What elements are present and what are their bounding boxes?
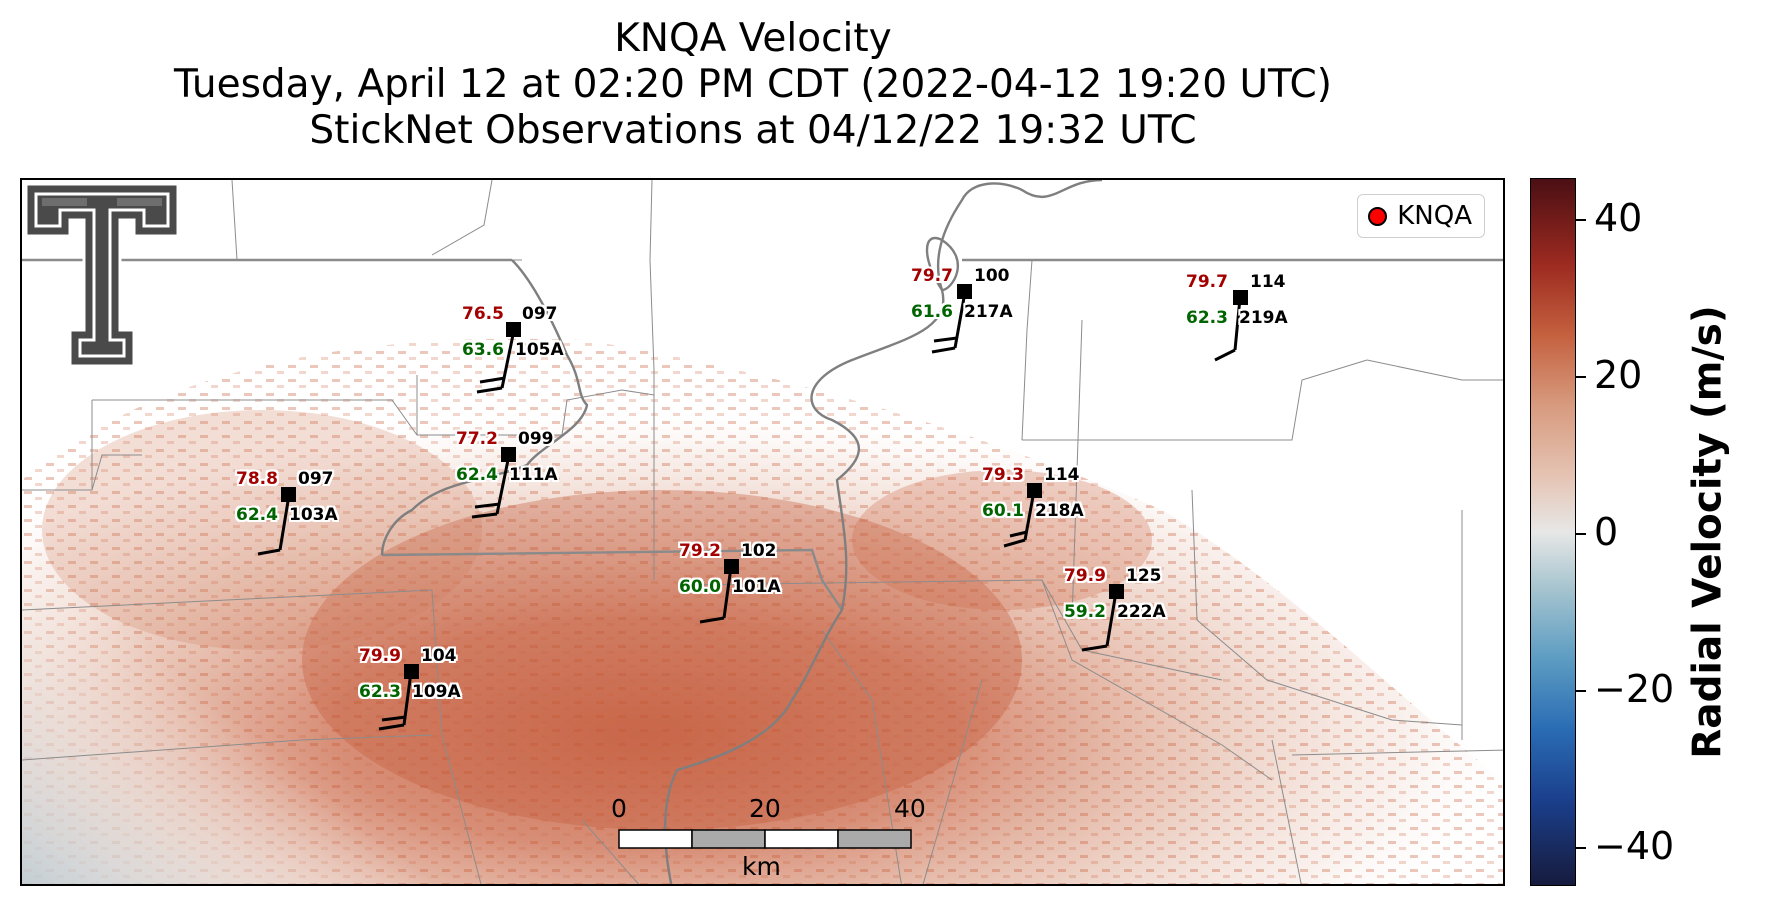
station-109A-barb	[378, 671, 413, 731]
station-217A-dew: 61.6	[911, 302, 953, 322]
station-219A-barb	[1214, 297, 1242, 362]
station-219A-temp: 79.7	[1186, 272, 1228, 292]
station-markers	[281, 284, 1248, 679]
station-105A-temp: 76.5	[462, 304, 504, 324]
station-222A-dew: 59.2	[1064, 602, 1106, 622]
station-105A-dew: 63.6	[462, 340, 504, 360]
river	[380, 180, 1103, 884]
colorbar-tick-40	[1576, 219, 1586, 221]
station-218A-barb	[1003, 490, 1036, 548]
radar-map-svg	[22, 180, 1503, 884]
station-222A-wind-dir: 125	[1126, 566, 1162, 586]
station-219A-dew: 62.3	[1186, 308, 1228, 328]
station-217A-wind-dir: 100	[974, 266, 1010, 286]
station-103A-wind-dir: 097	[298, 469, 334, 489]
velocity-echoes	[22, 338, 1503, 884]
scale-tick-40: 40	[894, 794, 926, 823]
radar-map[interactable]: KNQA 76.5 097 63.6 105A 79.7 100 61.6 21…	[20, 178, 1505, 886]
colorbar-label-40: 40	[1594, 196, 1643, 240]
station-222A-id: 222A	[1117, 602, 1166, 622]
colorbar-tick-neg20	[1576, 690, 1586, 692]
station-105A-id: 105A	[515, 340, 564, 360]
scale-tick-0: 0	[611, 794, 627, 823]
title-line-2: Tuesday, April 12 at 02:20 PM CDT (2022-…	[173, 62, 1333, 107]
station-111A-id: 111A	[509, 465, 558, 485]
station-105A-barb	[476, 329, 516, 394]
map-title: KNQA Velocity Tuesday, April 12 at 02:20…	[0, 16, 1506, 154]
station-105A-wind-dir: 097	[522, 304, 558, 324]
colorbar-label-20: 20	[1594, 353, 1643, 397]
station-101A-dew: 60.0	[679, 577, 721, 597]
station-103A-dew: 62.4	[236, 505, 278, 525]
wind-barbs	[257, 291, 1242, 731]
scale-tick-20: 20	[749, 794, 781, 823]
scale-bar	[618, 829, 912, 849]
station-218A-dew: 60.1	[982, 501, 1024, 521]
station-217A-barb	[931, 291, 967, 354]
station-109A-temp: 79.9	[359, 646, 401, 666]
knqa-marker-icon	[1368, 206, 1388, 226]
station-218A-wind-dir: 114	[1044, 465, 1080, 485]
station-111A-barb	[471, 454, 511, 519]
station-222A-temp: 79.9	[1064, 566, 1106, 586]
colorbar-tick-neg40	[1576, 847, 1586, 849]
colorbar-label-neg40: −40	[1594, 824, 1675, 868]
station-101A-temp: 79.2	[679, 541, 721, 561]
station-111A-wind-dir: 099	[518, 429, 554, 449]
texas-tech-double-t-logo	[24, 182, 180, 368]
station-217A-temp: 79.7	[911, 266, 953, 286]
station-103A-barb	[257, 494, 291, 556]
station-109A-id: 109A	[412, 682, 461, 702]
map-legend: KNQA	[1357, 194, 1485, 238]
colorbar-tick-0	[1576, 533, 1586, 535]
velocity-colorbar	[1530, 178, 1576, 886]
station-218A-id: 218A	[1035, 501, 1084, 521]
station-103A-id: 103A	[289, 505, 338, 525]
station-101A-id: 101A	[732, 577, 781, 597]
station-222A-barb	[1081, 591, 1118, 652]
station-111A-dew: 62.4	[456, 465, 498, 485]
station-101A-barb	[699, 566, 733, 624]
county-lines	[22, 180, 1503, 884]
station-219A-wind-dir: 114	[1250, 272, 1286, 292]
colorbar-label-0: 0	[1594, 510, 1619, 554]
station-219A-id: 219A	[1239, 308, 1288, 328]
station-101A-wind-dir: 102	[741, 541, 777, 561]
station-218A-temp: 79.3	[982, 465, 1024, 485]
scale-unit: km	[742, 852, 781, 881]
station-109A-dew: 62.3	[359, 682, 401, 702]
station-111A-temp: 77.2	[456, 429, 498, 449]
title-line-1: KNQA Velocity	[614, 16, 892, 61]
station-103A-temp: 78.8	[236, 469, 278, 489]
station-217A-id: 217A	[964, 302, 1013, 322]
station-109A-wind-dir: 104	[421, 646, 457, 666]
colorbar-title: Radial Velocity (m/s)	[1685, 305, 1731, 759]
legend-label: KNQA	[1397, 201, 1472, 231]
colorbar-tick-20	[1576, 376, 1586, 378]
colorbar-label-neg20: −20	[1594, 667, 1675, 711]
title-line-3: StickNet Observations at 04/12/22 19:32 …	[309, 108, 1197, 153]
